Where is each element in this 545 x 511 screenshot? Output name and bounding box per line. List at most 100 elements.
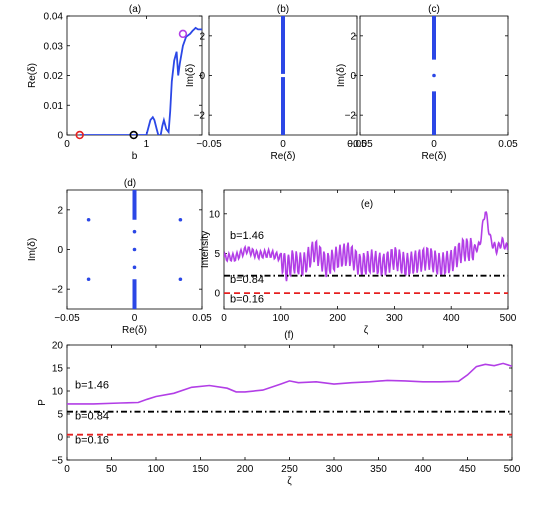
y-tick-label: 0 — [57, 245, 63, 256]
eigenvalue-point — [132, 265, 137, 270]
plot-area — [79, 26, 202, 135]
plot-frame — [66, 15, 203, 136]
panel-label: (d) — [124, 178, 136, 189]
x-tick-label: 500 — [500, 313, 517, 324]
panel-c: −0.05 0 0.05 −2 0 2 (c) Re(δ) Im(δ) — [336, 4, 518, 162]
panel-f: 0 50 100 150 200 250 300 350 400 450 500−505101520… — [37, 330, 521, 487]
x-tick-label: 0 — [280, 139, 286, 150]
marker-circle — [75, 130, 84, 140]
y-tick-label: 10 — [52, 387, 64, 398]
y-tick-label: 15 — [52, 364, 64, 375]
x-tick-label: 0.05 — [192, 313, 212, 324]
series-line — [67, 362, 512, 405]
panel-label: (e) — [361, 199, 373, 210]
panel-a: 0 1 0 0.01 0.02 0.03 0.04 (a) b Re(δ) — [27, 4, 203, 162]
panel-b: −0.05 0 0.05 −2 0 2 (b) Re(δ) Im(δ) — [185, 4, 367, 162]
y-tick-label: 0 — [57, 433, 63, 444]
x-tick-label: 0.05 — [498, 139, 518, 150]
eigenvalue-point — [178, 217, 183, 222]
y-tick-label: −2 — [52, 285, 64, 296]
y-axis-label: P — [37, 399, 48, 406]
figure-layer: 0 100.010.020.030.04(a)bRe(δ)−0.05 0 0.05−2… — [27, 4, 521, 487]
eigenvalue-point — [86, 277, 91, 282]
y-tick-label: −2 — [194, 111, 206, 122]
x-tick-label: 0 — [132, 313, 138, 324]
plot-area — [224, 211, 508, 294]
x-tick-label: 350 — [370, 464, 387, 475]
y-axis-label: Intensity — [200, 231, 211, 268]
x-tick-label: 300 — [386, 313, 403, 324]
eigenvalue-point — [132, 247, 137, 252]
eigenvalue-point — [178, 277, 183, 282]
x-tick-label: 0 — [221, 313, 227, 324]
series-annotation: b=1.46 — [75, 380, 109, 392]
series-annotation: b=0.16 — [230, 294, 264, 306]
panel-label: (f) — [284, 330, 293, 341]
x-axis-label: ζ — [364, 325, 369, 336]
x-tick-label: −0.05 — [347, 139, 373, 150]
x-tick-label: 500 — [504, 464, 521, 475]
eigenvalue-point — [432, 73, 436, 78]
x-tick-label: 200 — [329, 313, 346, 324]
x-tick-label: −0.05 — [54, 313, 80, 324]
x-tick-label: 0 — [64, 464, 70, 475]
y-tick-label: 0 — [350, 71, 356, 82]
y-tick-label: 5 — [57, 410, 63, 421]
x-tick-label: 0 — [64, 139, 70, 150]
y-tick-label: 2 — [57, 205, 63, 216]
y-tick-label: 0 — [199, 71, 205, 82]
marker-circle — [129, 130, 138, 140]
panel-e: 0 100 200 300 400 500 0 5 10 (e) ζ Intensity b=1.46 b… — [200, 189, 517, 336]
y-axis-label: Im(δ) — [336, 64, 347, 87]
panel-label: (b) — [277, 4, 289, 15]
x-tick-label: 450 — [459, 464, 476, 475]
x-tick-label: −0.05 — [196, 139, 222, 150]
x-tick-label: 100 — [148, 464, 165, 475]
x-tick-label: 0.05 — [347, 139, 367, 150]
x-tick-label: 50 — [106, 464, 118, 475]
y-tick-label: 2 — [350, 31, 356, 42]
plot-area — [86, 190, 183, 309]
x-tick-label: 250 — [281, 464, 298, 475]
x-tick-label: 300 — [326, 464, 343, 475]
series-annotation: b=0.84 — [75, 411, 109, 423]
x-tick-label: 100 — [272, 313, 289, 324]
plot-area — [432, 16, 436, 135]
marker-circle — [178, 29, 188, 39]
y-tick-label: 0.01 — [44, 101, 64, 112]
y-tick-label: 5 — [214, 249, 220, 260]
series-line — [79, 26, 202, 135]
y-tick-label: 0 — [214, 289, 220, 300]
panel-label: (c) — [428, 4, 440, 15]
y-axis-label: Im(δ) — [185, 64, 196, 87]
x-axis-label: ζ — [287, 476, 292, 487]
plot-area — [67, 362, 512, 436]
y-tick-label: −5 — [52, 456, 64, 467]
x-axis-label: b — [132, 151, 138, 162]
y-tick-label: 0.02 — [44, 71, 64, 82]
y-tick-label: 0.04 — [44, 12, 64, 23]
y-tick-label: 10 — [209, 209, 221, 220]
series-annotation: b=1.46 — [230, 230, 264, 242]
y-tick-label: 0 — [57, 131, 63, 142]
y-tick-label: −2 — [345, 111, 357, 122]
y-axis-label: Re(δ) — [27, 63, 38, 88]
x-tick-label: 200 — [237, 464, 254, 475]
x-tick-label: 400 — [443, 313, 460, 324]
panel-d: −0.05 0 0.05 −2 0 2 (d) Re(δ) Im(δ) — [27, 178, 212, 336]
x-tick-label: 150 — [192, 464, 209, 475]
x-axis-label: Re(δ) — [421, 151, 446, 162]
x-tick-label: 400 — [415, 464, 432, 475]
eigenvalue-point — [132, 229, 137, 234]
y-tick-label: 2 — [199, 31, 205, 42]
x-tick-label: 1 — [144, 139, 150, 150]
y-axis-label: Im(δ) — [27, 238, 38, 261]
eigenvalue-point — [86, 217, 91, 222]
series-annotation: b=0.16 — [75, 434, 109, 446]
y-tick-label: 0.03 — [44, 41, 64, 52]
y-tick-label: 20 — [52, 341, 64, 352]
x-axis-label: Re(δ) — [122, 325, 147, 336]
series-annotation: b=0.84 — [230, 274, 264, 286]
panel-label: (a) — [129, 4, 141, 15]
